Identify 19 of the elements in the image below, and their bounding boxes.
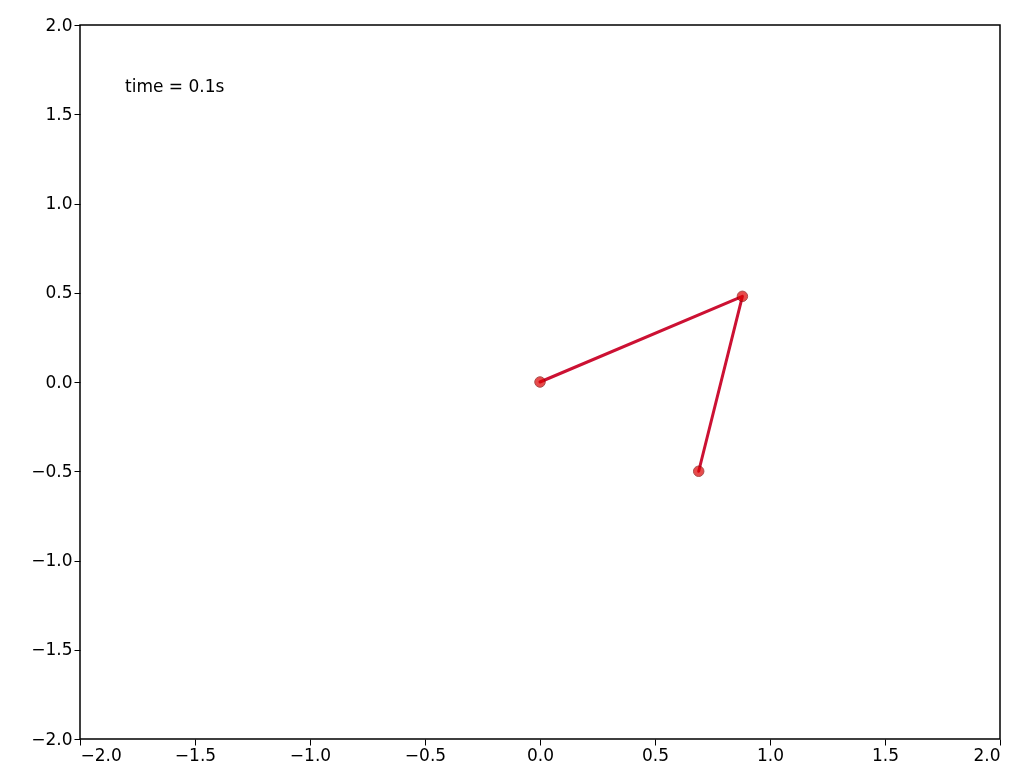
y-tick-label: 1.5 [45,103,73,124]
x-tick-label: 1.0 [756,744,785,765]
x-tick-label: 0.0 [526,744,555,765]
y-tick-label: −1.5 [31,639,73,660]
x-tick-label: −1.5 [174,744,217,765]
x-tick-label: 1.5 [871,744,900,765]
x-tick-label: −1.0 [289,744,332,765]
x-tick-label: −0.5 [404,744,447,765]
y-tick-label: 0.0 [45,371,73,392]
y-tick-label: 1.0 [45,193,73,213]
y-tick-label: 2.0 [45,14,73,35]
y-tick-label: −0.5 [31,460,73,481]
y-tick-label: −1.0 [31,550,73,570]
x-tick-label: −2.0 [80,744,122,765]
y-tick-label: 0.5 [45,282,73,303]
y-tick-label: −2.0 [31,728,73,749]
x-tick-label: 0.5 [641,744,670,765]
x-tick-label: 2.0 [973,744,1001,765]
annotation: time = 0.1s [125,76,225,96]
